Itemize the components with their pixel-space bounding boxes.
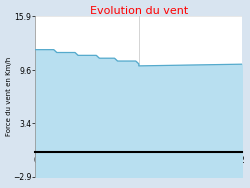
X-axis label: heure par heure: heure par heure	[104, 167, 173, 176]
Y-axis label: Force du vent en Km/h: Force du vent en Km/h	[6, 57, 12, 136]
Title: Evolution du vent: Evolution du vent	[90, 6, 188, 16]
